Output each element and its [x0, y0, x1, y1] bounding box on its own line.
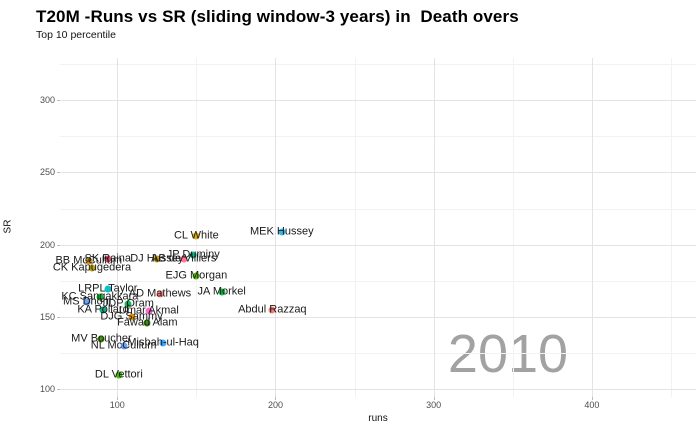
- data-point-label: SK Raina: [84, 252, 132, 265]
- gridline-minor-horizontal: [60, 352, 696, 354]
- data-point: [159, 339, 167, 347]
- gridline-major-vertical: [433, 58, 435, 397]
- y-axis-title: SR: [2, 219, 14, 234]
- gridline-major-horizontal: [60, 316, 696, 318]
- data-point: [268, 306, 276, 314]
- data-point-label: JA Morkel: [197, 285, 246, 298]
- data-point: [97, 335, 105, 342]
- gridline-minor-vertical: [512, 58, 514, 397]
- data-point-label: Fawad Alam: [117, 316, 178, 329]
- y-axis-tick-label: 150: [39, 311, 55, 322]
- x-axis-tick-label: 100: [109, 400, 125, 410]
- y-axis-tick-label: 100: [39, 384, 55, 395]
- gridline-major-horizontal: [60, 389, 696, 391]
- data-point-label: MEK Hussey: [250, 225, 314, 238]
- data-point: [189, 251, 197, 259]
- gridline-minor-horizontal: [60, 280, 696, 282]
- data-point-label: KA Pollard: [77, 303, 129, 316]
- data-point-label: DJ Hussey: [130, 252, 184, 265]
- gridline-major-vertical: [117, 58, 119, 397]
- data-point-label: CK Kapugedera: [52, 261, 132, 274]
- x-axis-tick-label: 300: [426, 400, 442, 410]
- data-point-label: MS Dhoni: [63, 295, 112, 308]
- y-axis-tick-mark: [57, 172, 60, 174]
- data-point: [180, 255, 188, 263]
- x-axis-tick-mark: [117, 397, 119, 400]
- data-point-label: NL McCullum: [90, 339, 157, 352]
- gridline-major-horizontal: [60, 100, 696, 102]
- data-point: [192, 232, 200, 240]
- chart-subtitle: Top 10 percentile: [36, 29, 116, 41]
- x-axis-tick-mark: [275, 397, 277, 400]
- data-point: [218, 288, 226, 296]
- x-axis-title: runs: [368, 413, 388, 424]
- data-point-label: Abdul Razzaq: [238, 303, 307, 316]
- data-point: [88, 264, 96, 272]
- data-point-label: DL Vettori: [94, 368, 143, 381]
- y-axis-tick-label: 300: [39, 95, 55, 106]
- gridline-major-horizontal: [60, 172, 696, 174]
- data-point: [156, 290, 164, 298]
- gridline-minor-vertical: [354, 58, 356, 397]
- gridline-minor-horizontal: [60, 136, 696, 138]
- data-point: [85, 257, 93, 264]
- data-point-label: EJG Morgan: [165, 269, 228, 282]
- data-point-label: JP Duminy: [166, 248, 220, 261]
- data-point-label: JDP Oram: [102, 297, 154, 310]
- data-point: [120, 342, 128, 350]
- x-axis-tick-label: 400: [584, 400, 600, 410]
- y-axis-tick-label: 200: [39, 239, 55, 250]
- chart-title: T20M -Runs vs SR (sliding window-3 years…: [36, 7, 519, 26]
- data-point-label: LRPL Taylor: [78, 282, 138, 295]
- data-point-label: KC Sangakkara: [61, 290, 139, 303]
- y-axis-tick-mark: [57, 316, 60, 318]
- data-point: [278, 228, 286, 236]
- data-point-label: AD Mathews: [128, 287, 192, 300]
- data-point: [104, 285, 112, 293]
- data-point: [145, 307, 153, 315]
- data-point: [99, 306, 107, 314]
- y-axis-tick-mark: [57, 100, 60, 102]
- data-point-label: AB de Villiers: [151, 252, 217, 265]
- data-point: [104, 255, 112, 263]
- y-axis-tick-label: 250: [39, 167, 55, 178]
- data-point: [83, 298, 91, 306]
- data-point-label: BB McCullum: [55, 254, 123, 266]
- data-point-label: CL White: [173, 229, 219, 242]
- gridline-minor-vertical: [196, 58, 198, 397]
- data-point: [115, 371, 123, 379]
- data-point-label: MV Boucher: [71, 332, 132, 344]
- x-axis-tick-mark: [591, 397, 593, 400]
- y-axis-tick-mark: [57, 244, 60, 246]
- data-point-label: DJG Sammy: [100, 310, 163, 323]
- data-point: [153, 255, 161, 263]
- y-axis-tick-mark: [57, 389, 60, 391]
- x-axis-tick-label: 200: [267, 400, 283, 410]
- data-point: [128, 313, 135, 321]
- gridline-major-vertical: [275, 58, 277, 397]
- x-axis-tick-mark: [433, 397, 435, 400]
- data-point: [192, 272, 200, 280]
- data-point: [143, 319, 151, 327]
- gridline-major-horizontal: [60, 244, 696, 246]
- gridline-major-vertical: [591, 58, 593, 397]
- data-point-label: Misbah-ul-Haq: [127, 336, 199, 349]
- gridline-minor-horizontal: [60, 64, 696, 66]
- watermark-year: 2010: [447, 324, 569, 384]
- plot-panel: 2010 BB McCullum SK Raina DJ Hussey AB de V…: [53, 58, 696, 397]
- gridline-minor-horizontal: [60, 208, 696, 210]
- data-point: [96, 293, 104, 301]
- data-point-label: Umar Akmal: [118, 304, 179, 317]
- gridline-minor-vertical: [671, 58, 672, 397]
- data-point: [124, 300, 132, 308]
